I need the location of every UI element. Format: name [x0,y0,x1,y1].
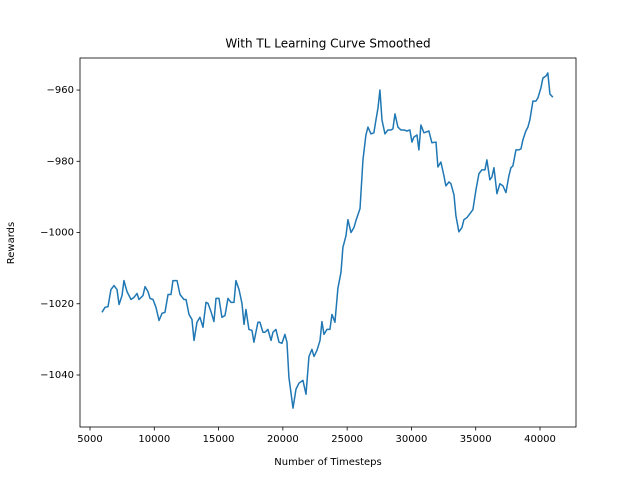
y-axis-label: Rewards [6,222,17,264]
y-tick-label: −980 [47,156,74,167]
plot-frame [79,57,577,428]
x-axis-label: Number of Timesteps [274,457,381,468]
x-tick-label: 40000 [524,434,556,445]
chart-title: With TL Learning Curve Smoothed [225,37,430,51]
y-tick-label: −960 [47,85,74,96]
x-tick-label: 30000 [396,434,428,445]
y-tick-label: −1020 [40,299,74,310]
y-tick-label: −1000 [40,228,74,239]
x-tick-label: 25000 [331,434,363,445]
x-tick-label: 20000 [267,434,299,445]
y-tick-label: −1040 [40,370,74,381]
x-tick-label: 35000 [460,434,492,445]
x-tick-label: 10000 [138,434,170,445]
x-tick-label: 5000 [77,434,102,445]
line-series [101,72,554,409]
x-tick-label: 15000 [203,434,235,445]
